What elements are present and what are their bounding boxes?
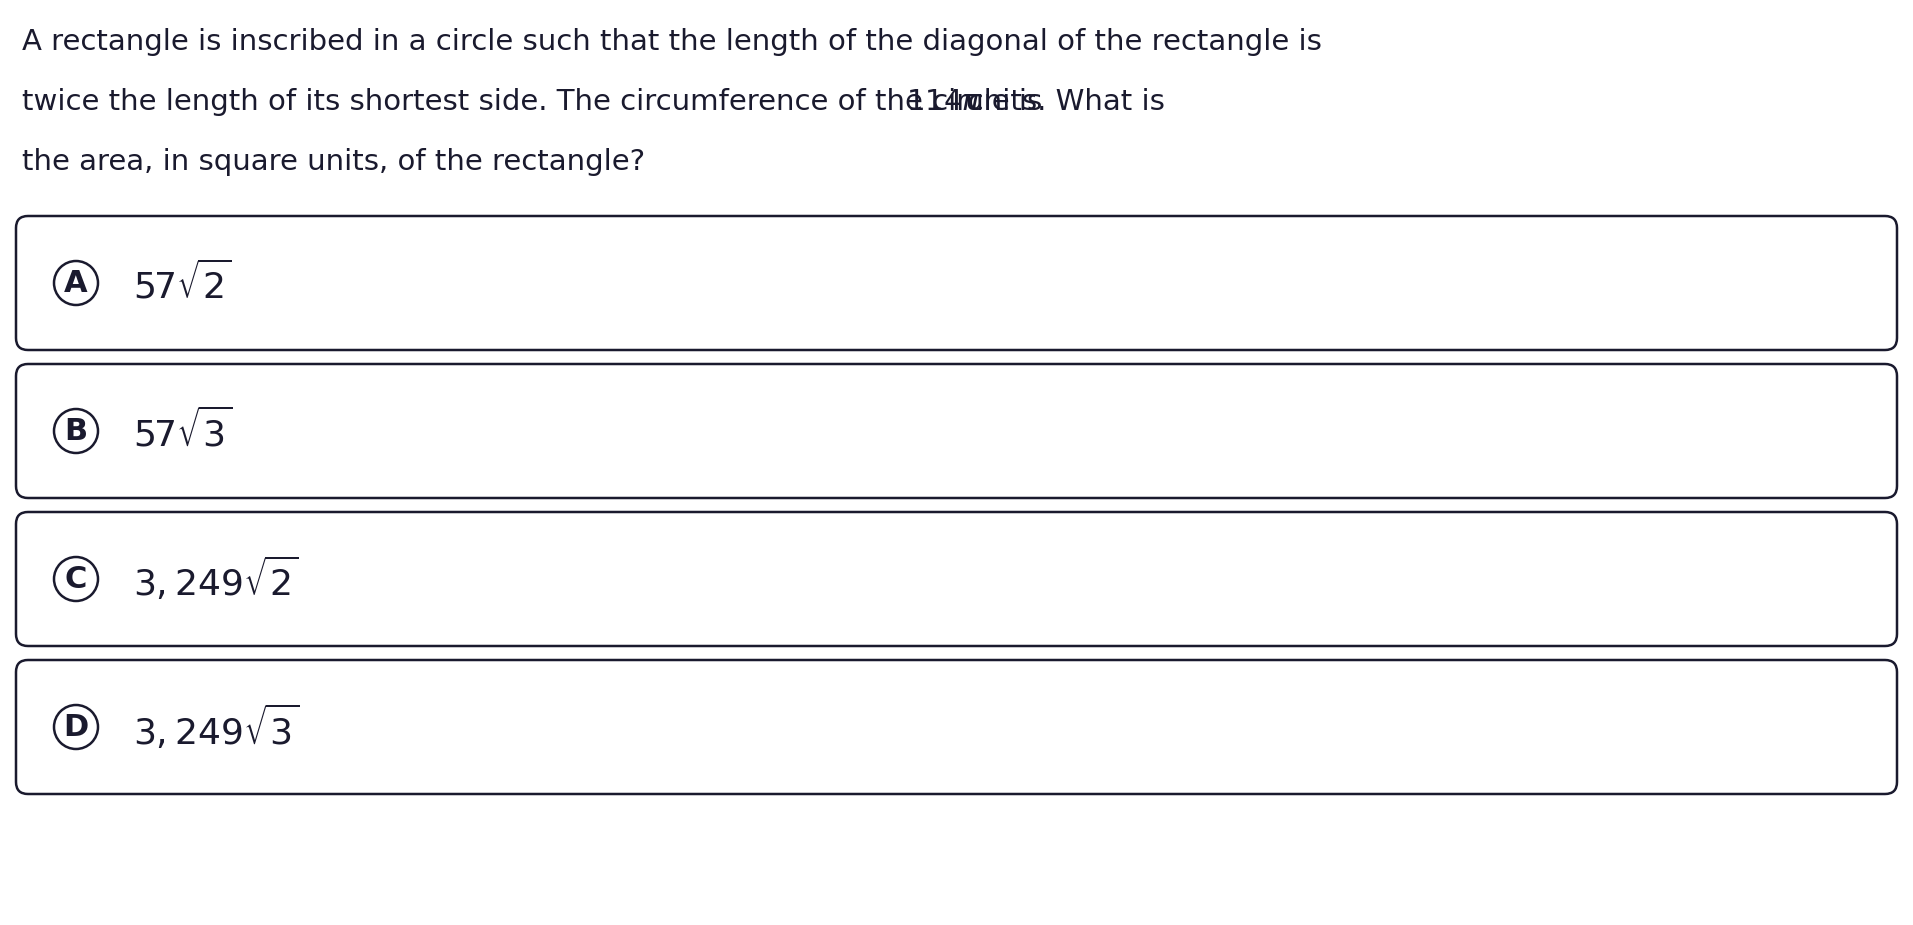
Text: twice the length of its shortest side. The circumference of the circle is: twice the length of its shortest side. T…	[23, 88, 1052, 116]
Text: A: A	[65, 268, 88, 298]
FancyBboxPatch shape	[15, 364, 1898, 498]
Text: $3,249\sqrt{3}$: $3,249\sqrt{3}$	[134, 702, 298, 752]
Text: units. What is: units. What is	[956, 88, 1165, 116]
Text: the area, in square units, of the rectangle?: the area, in square units, of the rectan…	[23, 148, 645, 176]
Circle shape	[54, 409, 98, 453]
FancyBboxPatch shape	[15, 512, 1898, 646]
Text: $57\sqrt{2}$: $57\sqrt{2}$	[134, 261, 231, 305]
Text: D: D	[63, 712, 88, 742]
Text: $57\sqrt{3}$: $57\sqrt{3}$	[134, 408, 231, 453]
Text: $3,249\sqrt{2}$: $3,249\sqrt{2}$	[134, 555, 298, 603]
Text: C: C	[65, 564, 88, 594]
Circle shape	[54, 557, 98, 601]
Text: B: B	[65, 416, 88, 446]
FancyBboxPatch shape	[15, 660, 1898, 794]
FancyBboxPatch shape	[15, 216, 1898, 350]
Circle shape	[54, 261, 98, 305]
Text: $114\pi$: $114\pi$	[907, 88, 981, 116]
Circle shape	[54, 705, 98, 749]
Text: A rectangle is inscribed in a circle such that the length of the diagonal of the: A rectangle is inscribed in a circle suc…	[23, 28, 1322, 56]
